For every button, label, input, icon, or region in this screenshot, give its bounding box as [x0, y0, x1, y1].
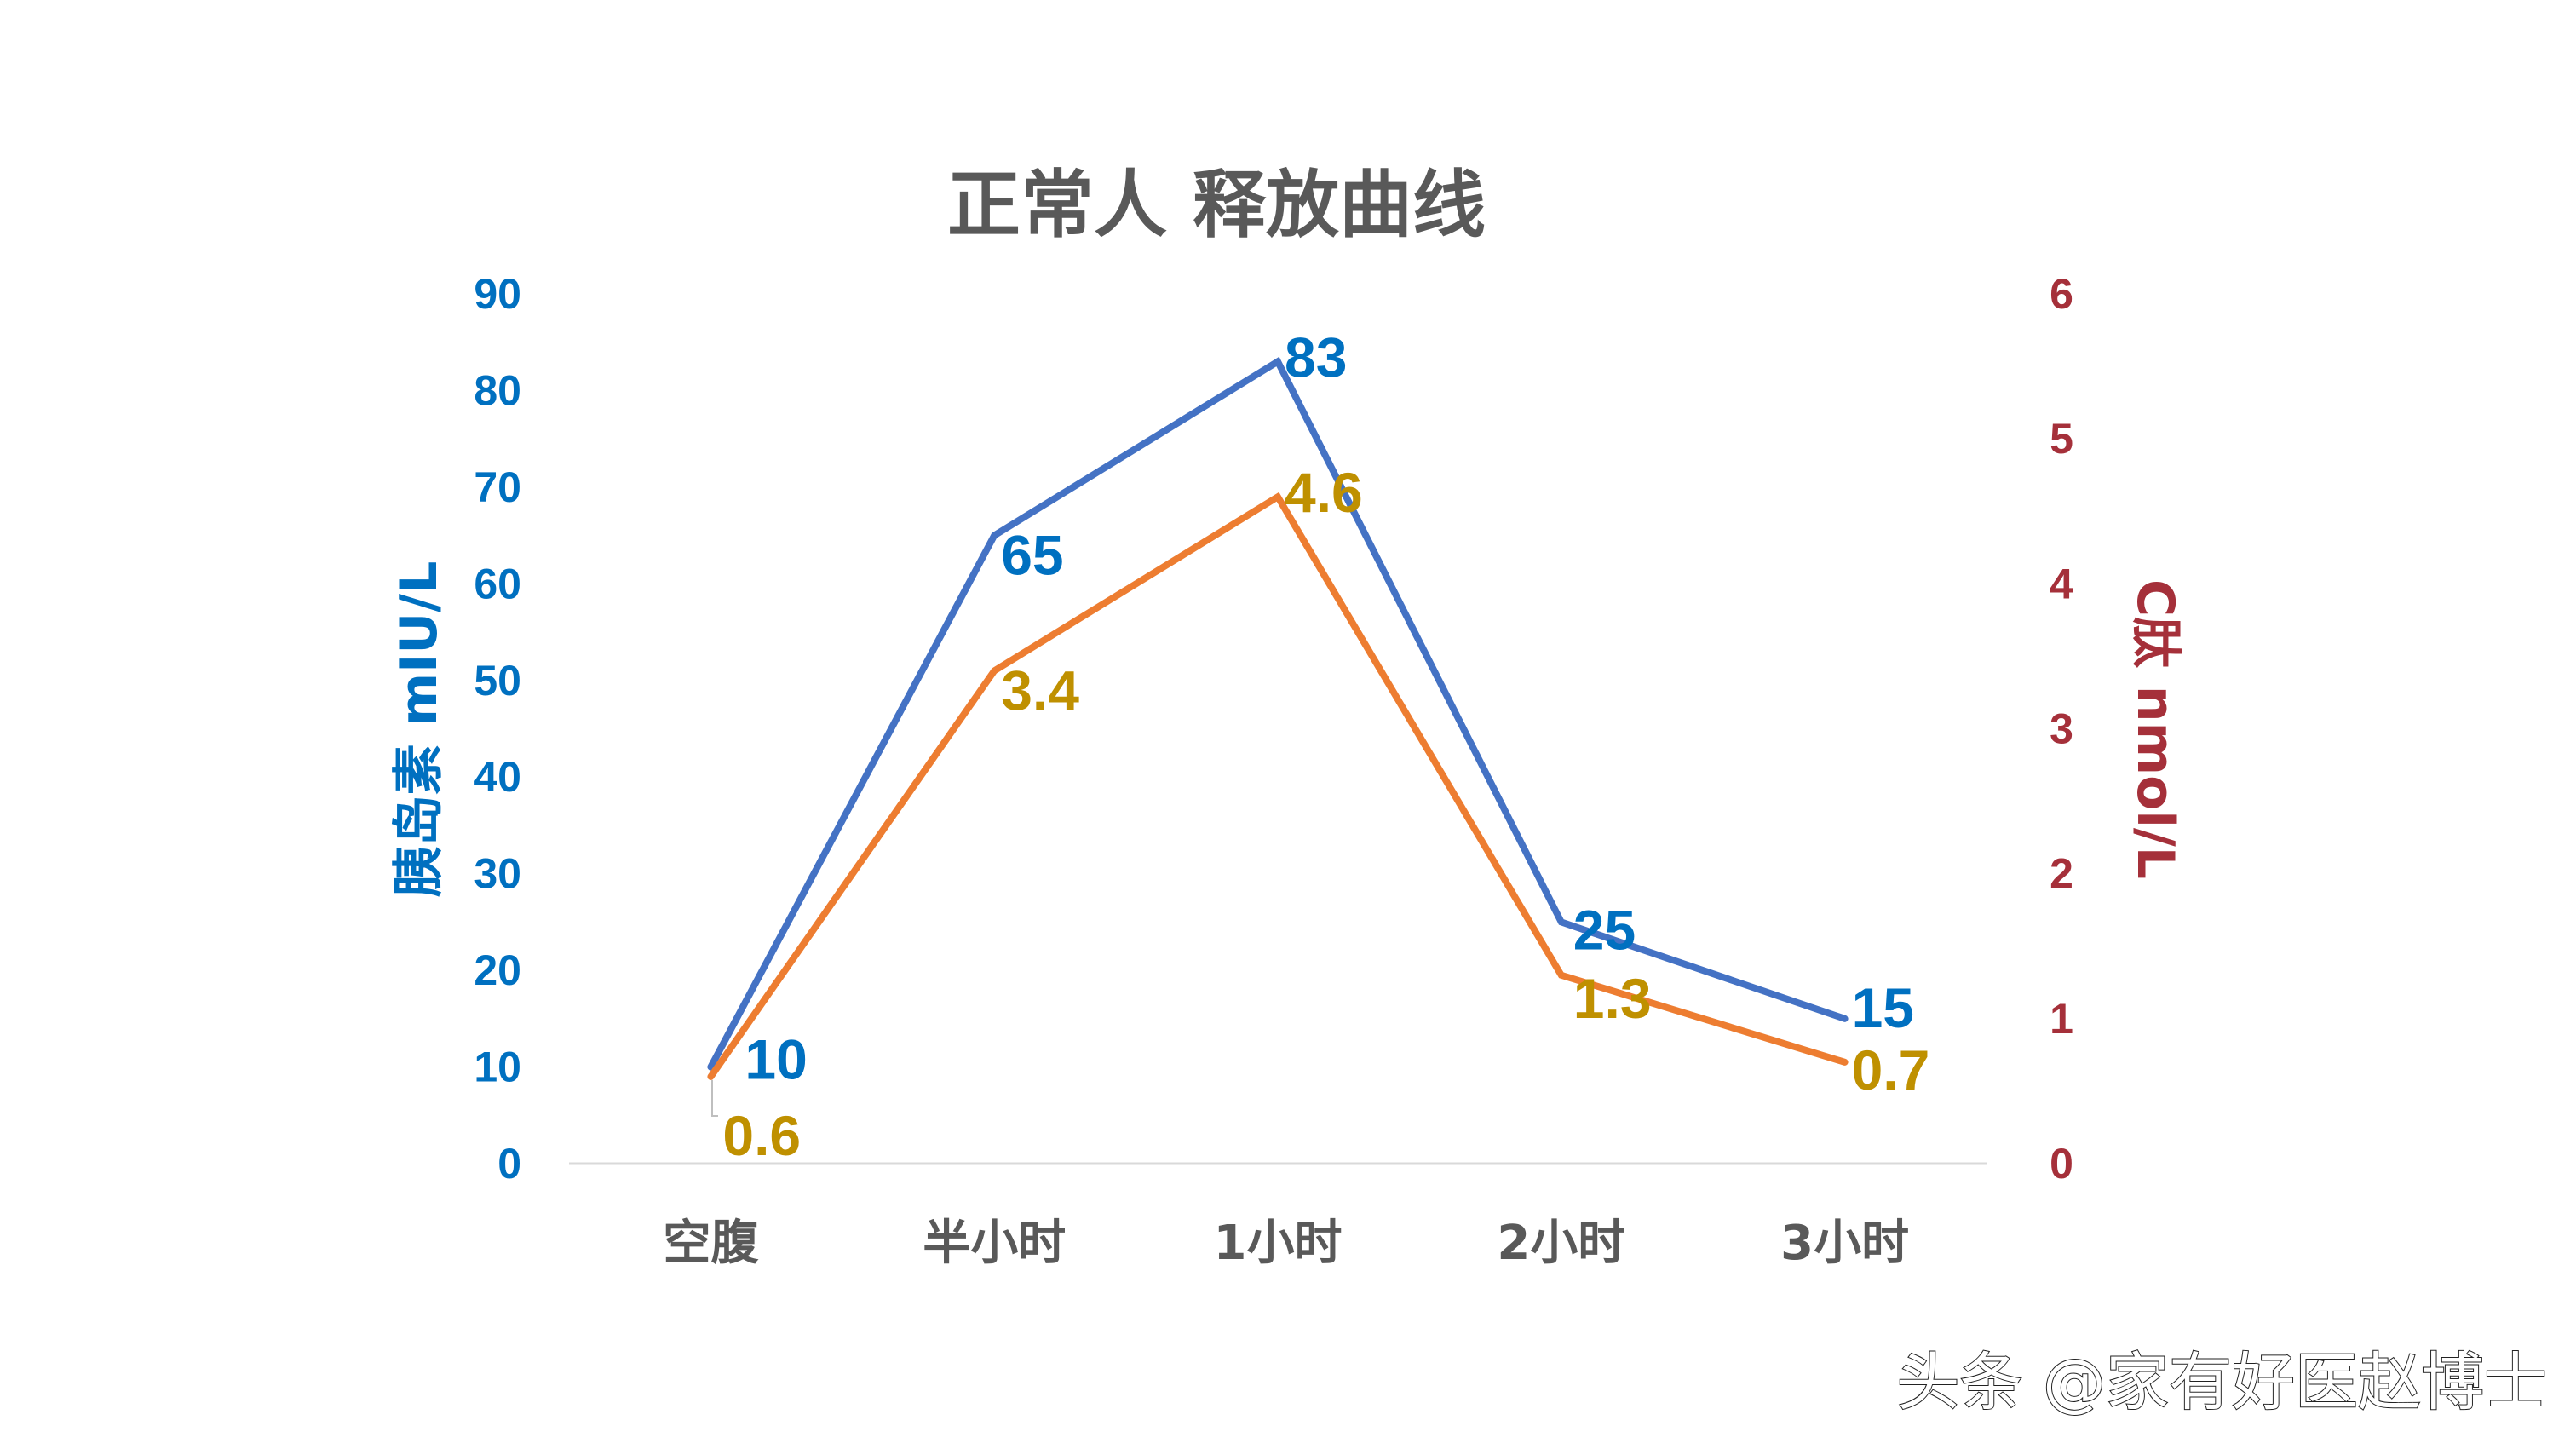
left-tick-label: 80	[474, 366, 521, 414]
insulin-data-label: 10	[745, 1028, 807, 1091]
insulin-data-labels: 10 65 83 25 15	[745, 325, 1914, 1090]
insulin-data-label: 15	[1852, 976, 1914, 1039]
watermark: 头条 @家有好医赵博士	[1896, 1346, 2547, 1419]
cpeptide-data-label: 0.6	[722, 1104, 801, 1167]
cpeptide-data-label: 4.6	[1285, 461, 1363, 524]
left-axis-title: 胰岛素 mIU/L	[389, 561, 449, 898]
category-label: 3小时	[1780, 1216, 1909, 1271]
left-tick-label: 70	[474, 463, 521, 511]
insulin-data-label: 25	[1573, 898, 1636, 961]
cpeptide-data-labels: 0.6 3.4 4.6 1.3 0.7	[722, 461, 1929, 1167]
right-tick-label: 5	[2050, 415, 2073, 463]
insulin-series-line	[707, 356, 1849, 1071]
right-tick-label: 3	[2050, 705, 2073, 753]
cpeptide-data-label: 1.3	[1573, 967, 1652, 1030]
category-label: 2小时	[1497, 1216, 1625, 1271]
chart-title: 正常人 释放曲线	[947, 163, 1486, 248]
left-tick-label: 20	[474, 946, 521, 994]
left-tick-label: 50	[474, 657, 521, 704]
x-axis-categories: 空腹 半小时 1小时 2小时 3小时	[663, 1216, 1909, 1271]
category-label: 空腹	[663, 1216, 759, 1271]
left-tick-label: 90	[474, 270, 521, 318]
left-tick-label: 10	[474, 1044, 521, 1091]
left-axis-ticks: 0 10 20 30 40 50 60 70 80 90	[474, 270, 521, 1187]
right-tick-label: 0	[2050, 1140, 2073, 1187]
category-label: 1小时	[1214, 1216, 1343, 1271]
right-tick-label: 4	[2050, 560, 2073, 607]
right-tick-label: 6	[2050, 270, 2073, 318]
left-tick-label: 40	[474, 753, 521, 801]
cpeptide-series-line	[707, 492, 1849, 1080]
insulin-data-label: 83	[1285, 325, 1347, 388]
right-tick-label: 2	[2050, 850, 2073, 898]
left-tick-label: 60	[474, 560, 521, 607]
right-tick-label: 1	[2050, 995, 2073, 1043]
category-label: 半小时	[923, 1216, 1066, 1271]
insulin-data-label: 65	[1001, 524, 1063, 587]
cpeptide-data-label: 0.7	[1852, 1038, 1930, 1101]
left-tick-label: 30	[474, 850, 521, 898]
leader-line	[711, 1080, 718, 1117]
cpeptide-data-label: 3.4	[1001, 658, 1079, 722]
right-axis-ticks: 0 1 2 3 4 5 6	[2050, 270, 2073, 1187]
left-tick-label: 0	[497, 1140, 521, 1187]
right-axis-title: C肽 nmol/L	[2125, 579, 2185, 879]
